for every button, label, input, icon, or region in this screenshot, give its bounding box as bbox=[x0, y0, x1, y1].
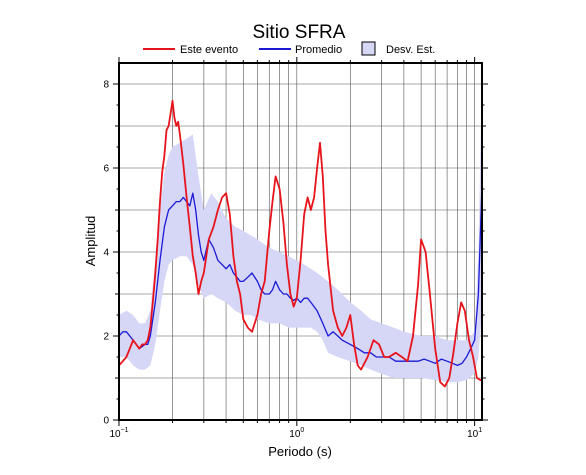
legend: Este evento Promedio Desv. Est. bbox=[143, 41, 435, 56]
legend-label-promedio: Promedio bbox=[295, 44, 342, 56]
series-line-promedio bbox=[119, 184, 482, 367]
plot-frame bbox=[118, 62, 483, 421]
y-axis-title: Amplitud bbox=[83, 216, 98, 267]
x-axis-title: Periodo (s) bbox=[268, 444, 332, 459]
x-tick-label: 10−1 bbox=[109, 427, 128, 440]
legend-swatch-desv-est bbox=[361, 41, 376, 56]
legend-label-este-evento: Este evento bbox=[180, 44, 238, 56]
x-tick-label: 101 bbox=[467, 427, 482, 440]
y-tick-label: 4 bbox=[103, 248, 109, 259]
series-band-desv-est bbox=[119, 71, 482, 383]
legend-label-desv-est: Desv. Est. bbox=[386, 44, 435, 56]
y-tick-label: 8 bbox=[103, 80, 109, 91]
chart-title: Sitio SFRA bbox=[253, 22, 346, 43]
series-line-este-evento bbox=[119, 99, 482, 388]
y-tick-label: 2 bbox=[103, 332, 109, 343]
x-tick-label: 100 bbox=[289, 427, 304, 440]
ticks: 0 2 4 6 8 10−1 100 101 bbox=[103, 57, 488, 440]
y-tick-label: 0 bbox=[103, 416, 109, 427]
y-tick-label: 6 bbox=[103, 164, 109, 175]
